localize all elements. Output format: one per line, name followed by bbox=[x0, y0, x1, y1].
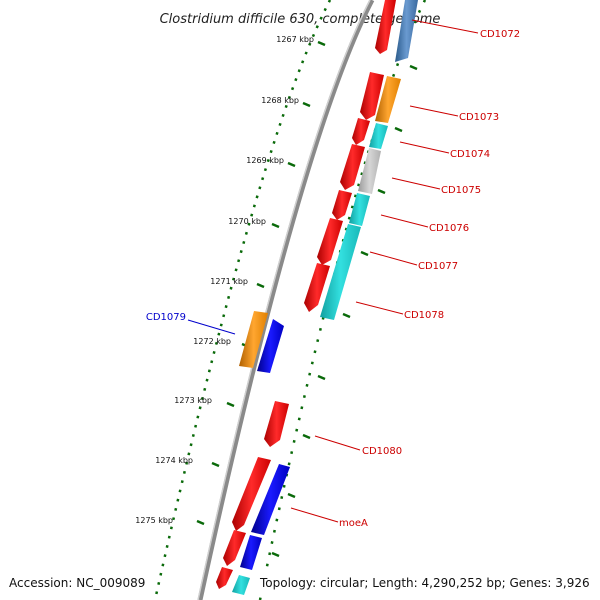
tick-label: 1269 kbp bbox=[246, 156, 284, 165]
gene-cd1077[interactable] bbox=[317, 218, 343, 265]
gene-cd1074[interactable] bbox=[352, 118, 370, 145]
outer-track bbox=[258, 0, 427, 600]
reverse-strand bbox=[232, 0, 418, 595]
gene-cyan-2[interactable] bbox=[349, 193, 370, 226]
tick-label: 1273 kbp bbox=[174, 396, 212, 405]
tick-mark bbox=[271, 222, 280, 229]
gene-cd1072-forward[interactable] bbox=[375, 0, 396, 54]
tick-mark bbox=[302, 101, 311, 108]
gene-label-cd1078[interactable]: CD1078 bbox=[404, 310, 444, 321]
forward-strand bbox=[216, 0, 396, 589]
gene-label-cd1077[interactable]: CD1077 bbox=[418, 261, 458, 272]
leader-cd1079 bbox=[187, 319, 236, 335]
gene-cyan-lower[interactable] bbox=[232, 575, 250, 595]
gene-labels: CD1072 CD1073 CD1074 CD1075 CD1076 CD107… bbox=[146, 29, 520, 529]
gene-moea-red[interactable] bbox=[232, 457, 271, 531]
leader-cd1072 bbox=[411, 19, 479, 34]
gene-cd1076[interactable] bbox=[332, 190, 352, 220]
gene-blue-lower[interactable] bbox=[240, 535, 262, 570]
gene-cyan-3[interactable] bbox=[320, 224, 361, 320]
leader-cd1080 bbox=[314, 435, 361, 451]
ruler-labels: 1267 kbp 1268 kbp 1269 kbp 1270 kbp 1271… bbox=[135, 35, 314, 525]
tick-mark bbox=[211, 461, 220, 468]
gene-gray[interactable] bbox=[358, 148, 381, 194]
tick-mark bbox=[317, 40, 326, 47]
callout-lines bbox=[187, 19, 479, 523]
leader-cd1077 bbox=[369, 251, 418, 266]
gene-red-tiny[interactable] bbox=[216, 567, 233, 589]
gene-cd1073[interactable] bbox=[360, 72, 384, 120]
tick-mark bbox=[302, 433, 311, 440]
gene-label-cd1072[interactable]: CD1072 bbox=[480, 29, 520, 40]
genome-backbone-highlight bbox=[197, 0, 371, 600]
tick-mark bbox=[377, 188, 386, 195]
tick-label: 1275 kbp bbox=[135, 516, 173, 525]
gene-cd1078-red[interactable] bbox=[304, 263, 330, 312]
leader-cd1076 bbox=[380, 214, 429, 228]
gene-red-small[interactable] bbox=[223, 530, 246, 566]
footer-accession: Accession: NC_009089 bbox=[9, 576, 145, 590]
tick-label: 1271 kbp bbox=[210, 277, 248, 286]
tick-mark bbox=[271, 551, 280, 558]
leader-cd1075 bbox=[391, 177, 441, 190]
tick-mark bbox=[394, 126, 403, 133]
tick-mark bbox=[360, 250, 369, 257]
tick-mark bbox=[226, 401, 235, 408]
tick-label: 1272 kbp bbox=[193, 337, 231, 346]
tick-mark bbox=[287, 492, 296, 499]
gene-label-cd1075[interactable]: CD1075 bbox=[441, 185, 481, 196]
map-title: Clostridium difficile 630, complete geno… bbox=[160, 12, 441, 27]
gene-label-cd1074[interactable]: CD1074 bbox=[450, 149, 490, 160]
gene-moea-blue[interactable] bbox=[251, 464, 290, 535]
footer-summary: Topology: circular; Length: 4,290,252 bp… bbox=[259, 576, 590, 590]
gene-label-cd1080[interactable]: CD1080 bbox=[362, 446, 402, 457]
tick-mark bbox=[317, 374, 326, 381]
leader-cd1078 bbox=[355, 301, 404, 315]
tick-label: 1270 kbp bbox=[228, 217, 266, 226]
tick-mark bbox=[409, 64, 418, 71]
gene-cd1080[interactable] bbox=[264, 401, 289, 447]
tick-mark bbox=[342, 312, 351, 319]
gene-cd1075[interactable] bbox=[340, 144, 365, 190]
tick-label: 1268 kbp bbox=[261, 96, 299, 105]
footer-summary-bg bbox=[256, 572, 596, 592]
tick-label: 1267 kbp bbox=[276, 35, 314, 44]
leader-cd1074 bbox=[399, 141, 450, 154]
gene-cyan-1[interactable] bbox=[369, 123, 388, 149]
gene-blue-inner[interactable] bbox=[257, 319, 284, 373]
tick-mark bbox=[287, 161, 296, 168]
gene-orange-upper[interactable] bbox=[375, 76, 401, 123]
tick-mark bbox=[256, 282, 265, 289]
inner-genes bbox=[239, 311, 284, 373]
outer-track-ticks bbox=[271, 64, 418, 558]
gene-label-cd1076[interactable]: CD1076 bbox=[429, 223, 469, 234]
tick-label: 1274 kbp bbox=[155, 456, 193, 465]
gene-label-moea[interactable]: moeA bbox=[339, 518, 368, 529]
leader-moea bbox=[290, 507, 339, 523]
gene-label-cd1073[interactable]: CD1073 bbox=[459, 112, 499, 123]
leader-cd1073 bbox=[409, 105, 459, 117]
gene-label-cd1079[interactable]: CD1079 bbox=[146, 312, 186, 323]
footer-accession-bg bbox=[4, 572, 150, 592]
gene-cd1079[interactable] bbox=[239, 311, 268, 368]
genome-backbone bbox=[197, 0, 375, 600]
tick-mark bbox=[196, 519, 205, 526]
gene-cd1072-steel[interactable] bbox=[395, 0, 418, 62]
